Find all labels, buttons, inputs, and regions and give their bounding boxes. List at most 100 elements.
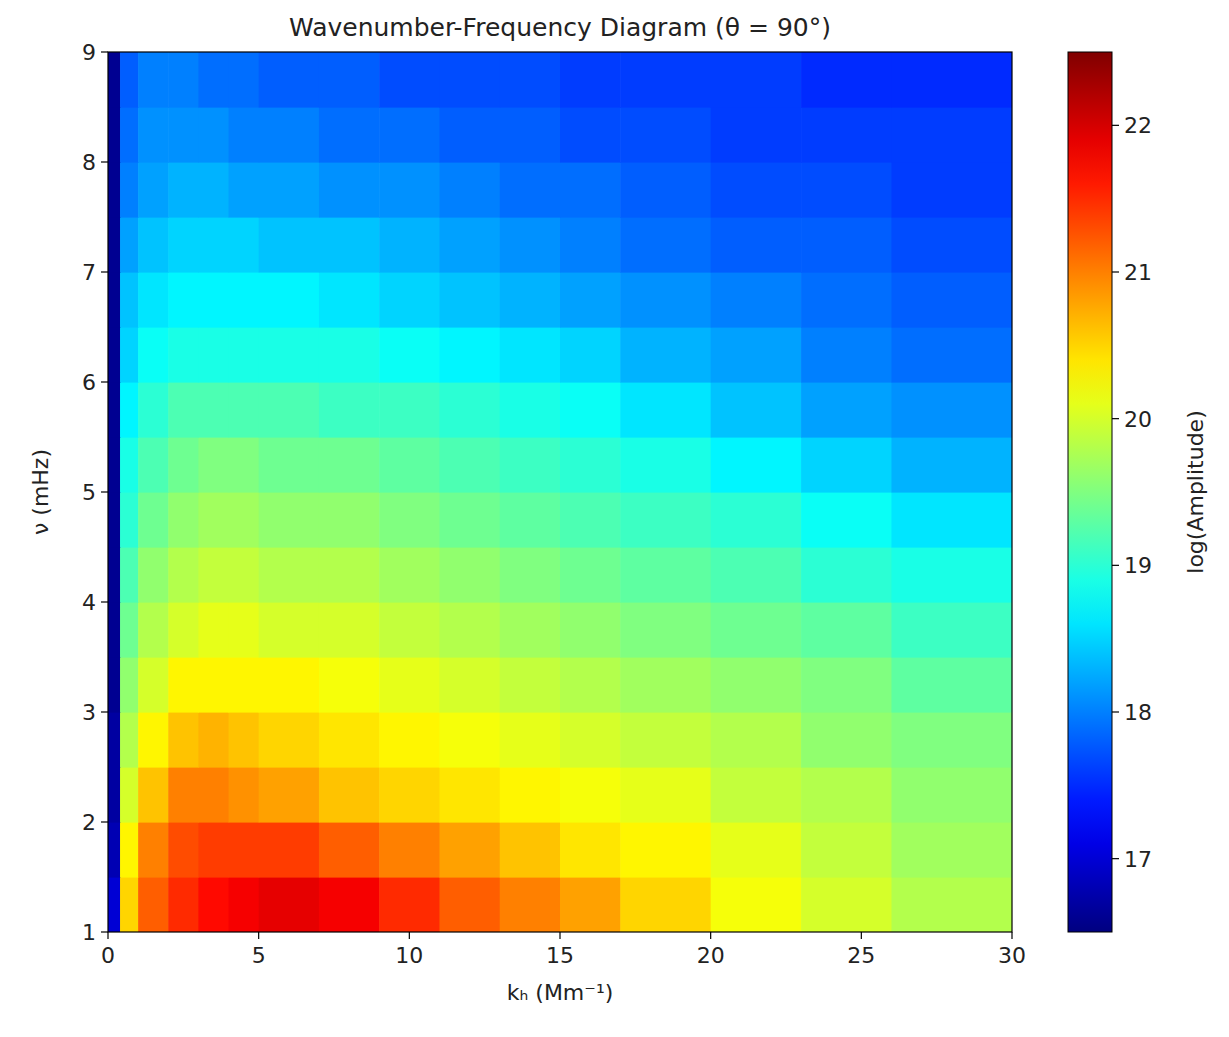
heat-cell bbox=[319, 547, 380, 603]
x-tick bbox=[559, 932, 560, 939]
y-tick-label: 9 bbox=[82, 40, 96, 65]
heat-cell bbox=[138, 162, 169, 218]
heat-cell bbox=[108, 107, 121, 163]
heat-cell bbox=[711, 657, 802, 713]
heat-cell bbox=[198, 602, 229, 658]
heat-cell bbox=[319, 492, 380, 548]
heat-cell bbox=[168, 162, 199, 218]
y-tick bbox=[101, 491, 108, 492]
heat-cell bbox=[439, 712, 500, 768]
heat-cell bbox=[138, 492, 169, 548]
heat-cell bbox=[711, 767, 802, 823]
heat-cell bbox=[259, 712, 320, 768]
heat-cell bbox=[620, 767, 711, 823]
heat-cell bbox=[198, 492, 229, 548]
heat-cell bbox=[891, 107, 1012, 163]
heat-cell bbox=[108, 657, 121, 713]
heat-cell bbox=[120, 822, 139, 878]
heat-cell bbox=[138, 382, 169, 438]
heat-cell bbox=[891, 382, 1012, 438]
heat-cell bbox=[229, 217, 260, 273]
y-tick bbox=[101, 931, 108, 932]
y-tick-label: 4 bbox=[82, 590, 96, 615]
heat-cell bbox=[801, 107, 892, 163]
y-tick bbox=[101, 271, 108, 272]
chart: 051015202530123456789Wavenumber-Frequenc… bbox=[0, 0, 1229, 1037]
heat-cell bbox=[259, 602, 320, 658]
heat-cell bbox=[439, 822, 500, 878]
heat-cell bbox=[801, 272, 892, 328]
heat-cell bbox=[259, 327, 320, 383]
heat-cell bbox=[198, 877, 229, 932]
colorbar-tick bbox=[1112, 711, 1119, 712]
heat-cell bbox=[259, 217, 320, 273]
heat-cell bbox=[379, 52, 440, 108]
x-tick bbox=[1011, 932, 1012, 939]
heat-cell bbox=[168, 327, 199, 383]
heat-cell bbox=[439, 162, 500, 218]
heat-cell bbox=[711, 602, 802, 658]
heat-cell bbox=[379, 712, 440, 768]
colorbar-tick-label: 18 bbox=[1124, 700, 1152, 725]
x-tick-label: 20 bbox=[697, 943, 725, 968]
heat-cell bbox=[560, 382, 621, 438]
heat-cell bbox=[168, 767, 199, 823]
y-tick-label: 3 bbox=[82, 700, 96, 725]
heat-cell bbox=[560, 217, 621, 273]
heat-cell bbox=[259, 272, 320, 328]
heat-cell bbox=[891, 712, 1012, 768]
heat-cell bbox=[891, 492, 1012, 548]
heat-cell bbox=[198, 547, 229, 603]
colorbar-tick bbox=[1112, 565, 1119, 566]
heat-cell bbox=[711, 822, 802, 878]
heat-cell bbox=[620, 492, 711, 548]
heat-cell bbox=[319, 712, 380, 768]
heat-cell bbox=[439, 547, 500, 603]
heat-cell bbox=[500, 657, 561, 713]
heat-cell bbox=[500, 602, 561, 658]
heat-cell bbox=[801, 327, 892, 383]
y-tick bbox=[101, 601, 108, 602]
heat-cell bbox=[891, 437, 1012, 493]
heat-cell bbox=[120, 602, 139, 658]
heat-cell bbox=[108, 767, 121, 823]
heat-cell bbox=[801, 877, 892, 932]
heat-cell bbox=[560, 877, 621, 932]
heat-cell bbox=[439, 877, 500, 932]
heat-cell bbox=[138, 657, 169, 713]
heat-cell bbox=[620, 877, 711, 932]
y-tick-label: 6 bbox=[82, 370, 96, 395]
heat-cell bbox=[319, 107, 380, 163]
heat-cell bbox=[560, 52, 621, 108]
heat-cell bbox=[138, 272, 169, 328]
heat-cell bbox=[439, 602, 500, 658]
heat-cell bbox=[120, 272, 139, 328]
heat-cell bbox=[500, 712, 561, 768]
heat-cell bbox=[891, 327, 1012, 383]
heat-cell bbox=[120, 657, 139, 713]
heat-cell bbox=[439, 217, 500, 273]
heat-cell bbox=[120, 877, 139, 932]
heat-cell bbox=[560, 162, 621, 218]
heat-cell bbox=[229, 492, 260, 548]
heat-cell bbox=[711, 107, 802, 163]
heat-cell bbox=[198, 382, 229, 438]
heat-cell bbox=[500, 877, 561, 932]
heat-cell bbox=[198, 272, 229, 328]
heat-cell bbox=[108, 822, 121, 878]
heat-cell bbox=[229, 272, 260, 328]
heat-cell bbox=[319, 382, 380, 438]
heat-cell bbox=[120, 767, 139, 823]
heat-cell bbox=[560, 547, 621, 603]
heat-cell bbox=[620, 822, 711, 878]
heat-cell bbox=[379, 382, 440, 438]
title: Wavenumber-Frequency Diagram (θ = 90°) bbox=[289, 13, 831, 42]
heat-cell bbox=[138, 712, 169, 768]
heat-cell bbox=[801, 162, 892, 218]
heat-cell bbox=[319, 327, 380, 383]
y-axis-title: ν (mHz) bbox=[28, 449, 53, 535]
x-tick-label: 0 bbox=[101, 943, 115, 968]
heat-cell bbox=[138, 547, 169, 603]
heat-cell bbox=[801, 602, 892, 658]
heat-cell bbox=[379, 492, 440, 548]
